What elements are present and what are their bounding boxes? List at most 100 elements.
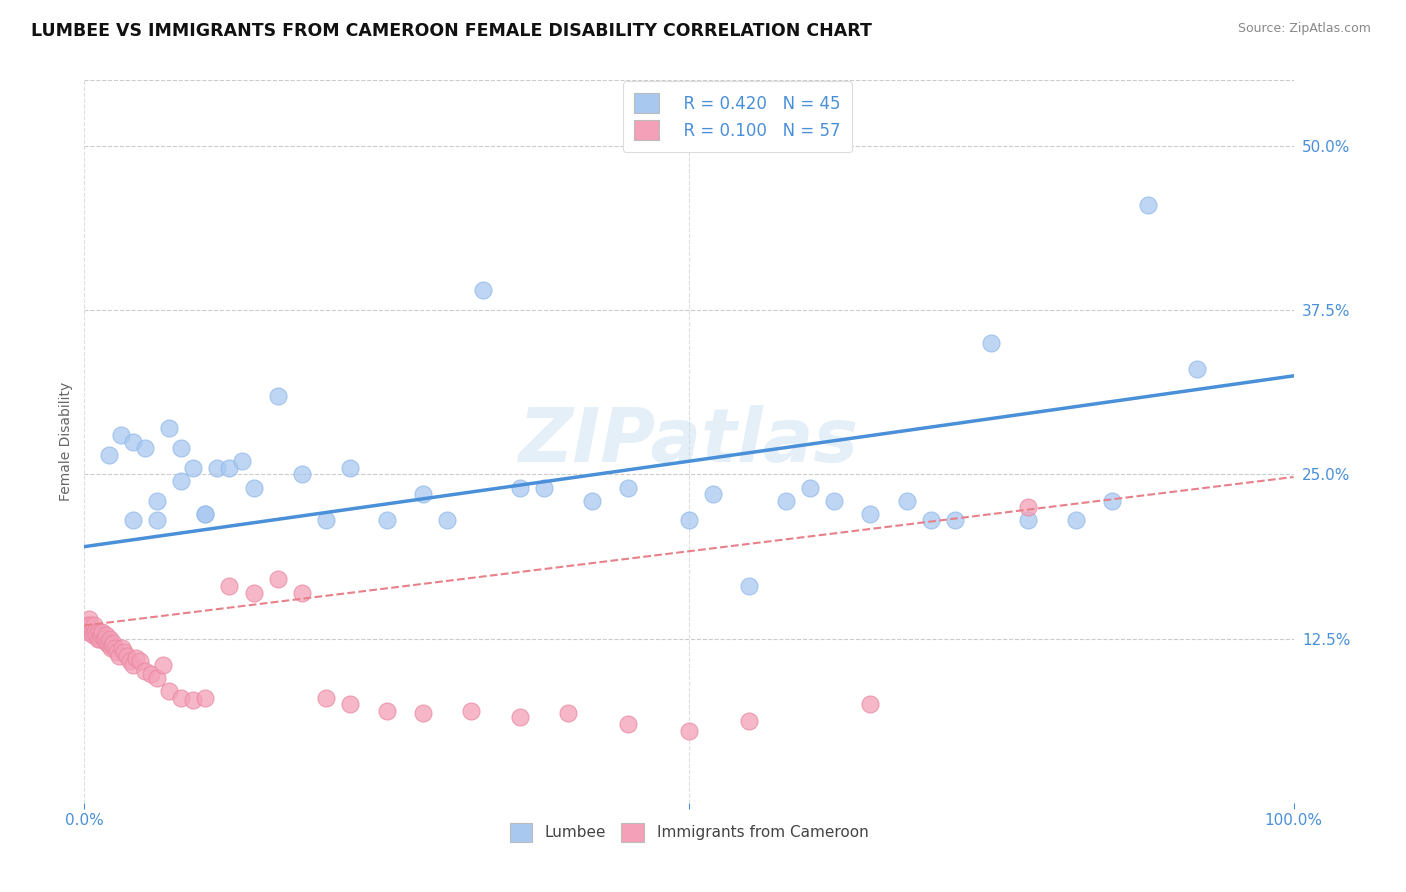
Point <box>97 638 120 652</box>
Point <box>472 284 495 298</box>
Point <box>375 704 398 718</box>
Point <box>823 493 845 508</box>
Point <box>134 665 156 679</box>
Point <box>84 625 107 640</box>
Point <box>920 513 942 527</box>
Point <box>77 625 100 640</box>
Point <box>339 460 361 475</box>
Point <box>509 710 531 724</box>
Point <box>678 513 700 527</box>
Point <box>194 507 217 521</box>
Point <box>83 618 105 632</box>
Point <box>112 645 135 659</box>
Text: ZIPatlas: ZIPatlas <box>519 405 859 478</box>
Point <box>104 640 127 655</box>
Point <box>775 493 797 508</box>
Point <box>134 441 156 455</box>
Point <box>1101 493 1123 508</box>
Point <box>194 690 217 705</box>
Y-axis label: Female Disability: Female Disability <box>59 382 73 501</box>
Point <box>121 434 143 449</box>
Point <box>120 654 142 668</box>
Point <box>77 612 100 626</box>
Point <box>799 481 821 495</box>
Point <box>94 627 117 641</box>
Point <box>139 667 162 681</box>
Point <box>1017 500 1039 515</box>
Point <box>859 507 882 521</box>
Point <box>94 632 117 646</box>
Point <box>896 493 918 508</box>
Point <box>617 481 640 495</box>
Point <box>315 690 337 705</box>
Point <box>678 723 700 738</box>
Point <box>157 421 180 435</box>
Point <box>533 481 555 495</box>
Point <box>557 706 579 721</box>
Point <box>738 714 761 729</box>
Point <box>170 441 193 455</box>
Legend: Lumbee, Immigrants from Cameroon: Lumbee, Immigrants from Cameroon <box>502 815 876 849</box>
Text: LUMBEE VS IMMIGRANTS FROM CAMEROON FEMALE DISABILITY CORRELATION CHART: LUMBEE VS IMMIGRANTS FROM CAMEROON FEMAL… <box>31 22 872 40</box>
Point <box>181 460 204 475</box>
Point <box>1017 513 1039 527</box>
Point <box>207 460 229 475</box>
Point <box>146 671 169 685</box>
Point <box>375 513 398 527</box>
Point <box>460 704 482 718</box>
Point <box>89 632 111 646</box>
Point <box>105 645 128 659</box>
Point <box>108 648 131 663</box>
Text: Source: ZipAtlas.com: Source: ZipAtlas.com <box>1237 22 1371 36</box>
Point <box>738 579 761 593</box>
Point <box>96 635 118 649</box>
Point <box>97 448 120 462</box>
Point <box>980 336 1002 351</box>
Point <box>121 513 143 527</box>
Point <box>146 493 169 508</box>
Point <box>125 651 148 665</box>
Point <box>76 618 98 632</box>
Point <box>339 698 361 712</box>
Point <box>242 481 264 495</box>
Point <box>87 625 110 640</box>
Point <box>80 625 103 640</box>
Point <box>111 640 134 655</box>
Point <box>581 493 603 508</box>
Point <box>412 487 434 501</box>
Point <box>267 573 290 587</box>
Point <box>943 513 966 527</box>
Point <box>509 481 531 495</box>
Point <box>242 585 264 599</box>
Point <box>90 627 112 641</box>
Point <box>152 657 174 672</box>
Point <box>218 460 240 475</box>
Point <box>291 467 314 482</box>
Point <box>98 632 121 646</box>
Point <box>93 632 115 646</box>
Point <box>86 627 108 641</box>
Point <box>436 513 458 527</box>
Point <box>103 635 125 649</box>
Point <box>291 585 314 599</box>
Point <box>115 648 138 663</box>
Point <box>82 627 104 641</box>
Point <box>1185 362 1208 376</box>
Point <box>617 717 640 731</box>
Point <box>1064 513 1087 527</box>
Point <box>121 657 143 672</box>
Point <box>218 579 240 593</box>
Point <box>146 513 169 527</box>
Point <box>1137 198 1160 212</box>
Point <box>859 698 882 712</box>
Point <box>100 640 122 655</box>
Point <box>181 693 204 707</box>
Point <box>267 388 290 402</box>
Point <box>110 428 132 442</box>
Point <box>315 513 337 527</box>
Point <box>91 625 114 640</box>
Point <box>86 632 108 646</box>
Point <box>79 618 101 632</box>
Point <box>101 638 124 652</box>
Point <box>194 507 217 521</box>
